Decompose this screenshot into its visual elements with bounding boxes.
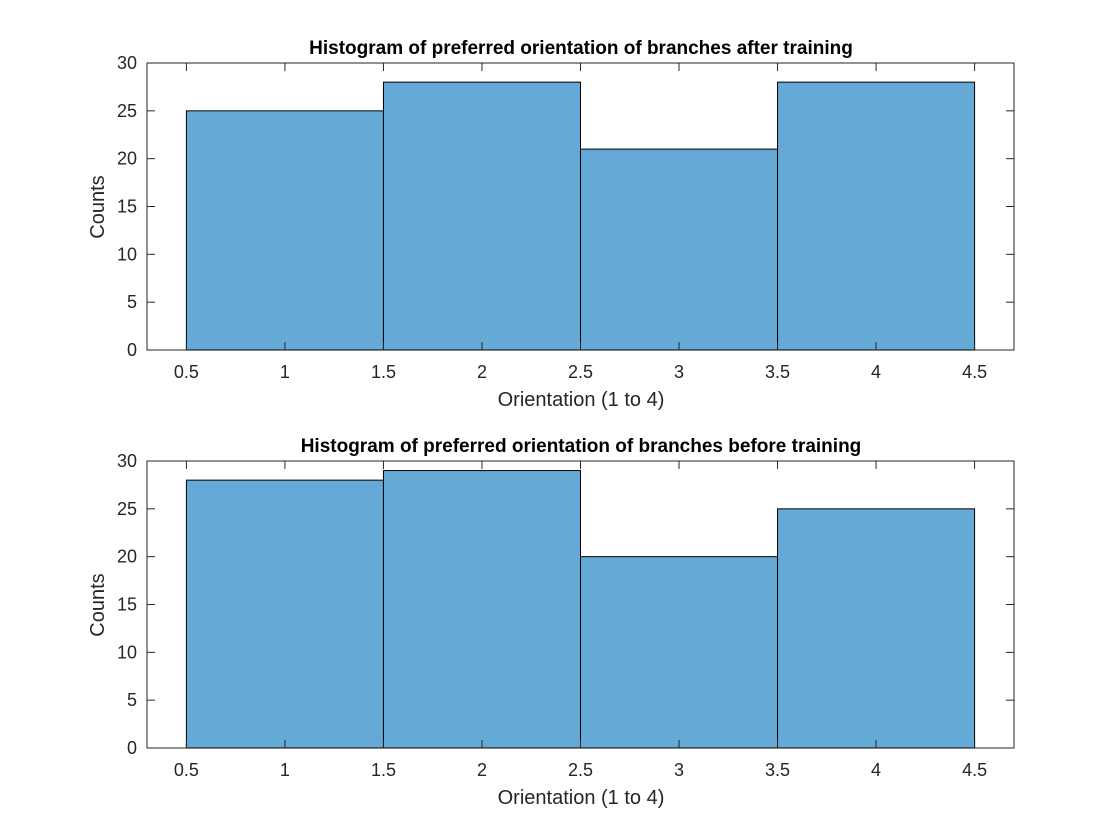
histogram-bar [777, 508, 976, 749]
y-tick-label: 25 [117, 101, 137, 121]
x-tick-label: 2.5 [568, 760, 593, 780]
y-tick-label: 5 [127, 292, 137, 312]
histogram-bar [580, 556, 779, 749]
histogram-bar [185, 479, 384, 749]
x-tick-label: 1 [280, 362, 290, 382]
histogram-bar [382, 470, 582, 749]
x-tick-label: 1 [280, 760, 290, 780]
histogram-bar [185, 110, 384, 351]
chart-title: Histogram of preferred orientation of br… [301, 436, 862, 457]
x-tick-label: 3 [674, 760, 684, 780]
x-tick-label: 2 [477, 760, 487, 780]
x-tick-label: 3 [674, 362, 684, 382]
y-tick-label: 15 [117, 197, 137, 217]
x-tick-label: 2.5 [568, 362, 593, 382]
chart-title: Histogram of preferred orientation of br… [309, 38, 853, 59]
chart-after-training: Histogram of preferred orientation of br… [87, 38, 1015, 411]
histogram-bar [777, 81, 976, 351]
y-tick-label: 30 [117, 451, 137, 471]
y-tick-label: 20 [117, 547, 137, 567]
histogram-bar [580, 148, 779, 351]
histogram-bar [382, 81, 582, 351]
y-tick-label: 30 [117, 53, 137, 73]
y-tick-label: 10 [117, 244, 137, 264]
y-tick-label: 15 [117, 595, 137, 615]
x-tick-label: 1.5 [371, 760, 396, 780]
x-tick-label: 0.5 [174, 760, 199, 780]
y-axis-label: Counts [87, 175, 109, 238]
x-tick-label: 2 [477, 362, 487, 382]
x-axis-label: Orientation (1 to 4) [498, 389, 665, 411]
y-tick-label: 0 [127, 738, 137, 758]
y-tick-label: 5 [127, 690, 137, 710]
x-tick-label: 4 [871, 760, 881, 780]
y-tick-label: 0 [127, 340, 137, 360]
chart-before-training: Histogram of preferred orientation of br… [87, 436, 1015, 809]
x-tick-label: 1.5 [371, 362, 396, 382]
x-tick-label: 3.5 [765, 760, 790, 780]
y-tick-label: 20 [117, 149, 137, 169]
y-axis-label: Counts [87, 573, 109, 636]
x-tick-label: 3.5 [765, 362, 790, 382]
x-tick-label: 0.5 [174, 362, 199, 382]
x-tick-label: 4.5 [962, 362, 987, 382]
y-tick-label: 10 [117, 642, 137, 662]
x-axis-label: Orientation (1 to 4) [498, 787, 665, 809]
y-tick-label: 25 [117, 499, 137, 519]
x-tick-label: 4.5 [962, 760, 987, 780]
x-tick-label: 4 [871, 362, 881, 382]
